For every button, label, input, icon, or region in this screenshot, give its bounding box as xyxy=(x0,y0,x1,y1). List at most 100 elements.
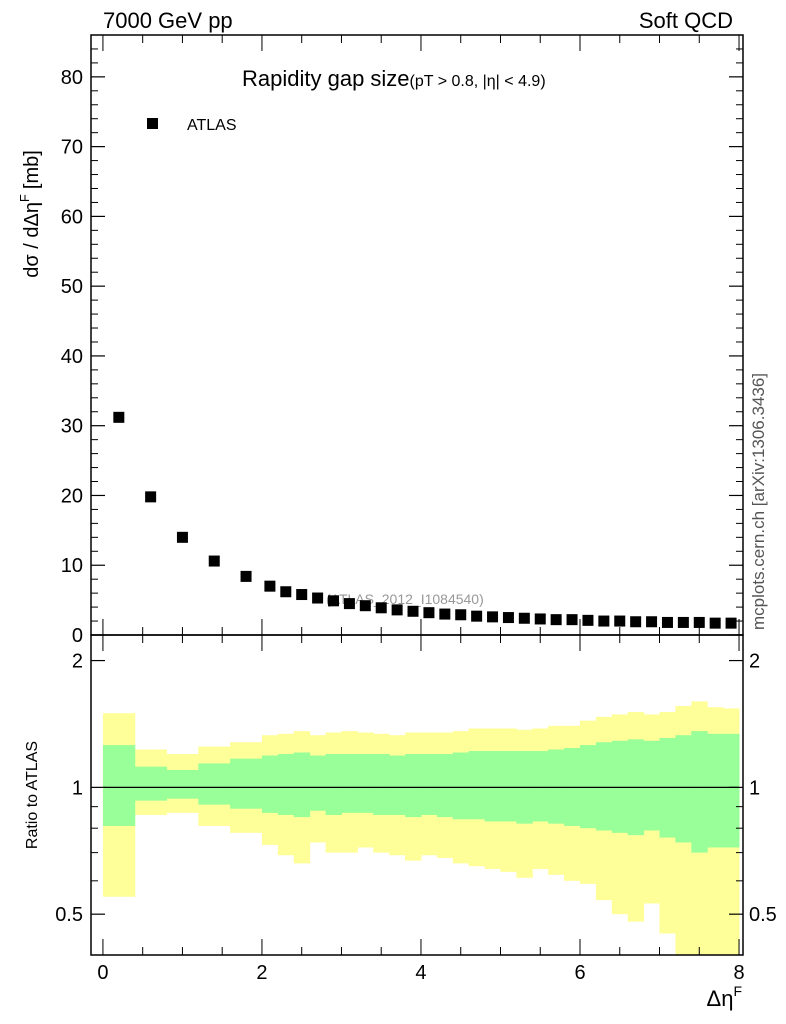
ratio-inner-band xyxy=(420,754,438,815)
main-y-tick-label: 40 xyxy=(61,346,83,368)
ratio-y-tick-label: 1 xyxy=(72,777,83,799)
ratio-inner-band xyxy=(230,758,263,809)
ratio-inner-band xyxy=(468,750,486,820)
ratio-inner-band xyxy=(261,755,279,813)
atlas-data-point xyxy=(471,610,483,622)
atlas-data-point xyxy=(677,616,689,628)
atlas-data-point xyxy=(423,607,435,619)
atlas-data-point xyxy=(630,616,642,628)
legend-marker xyxy=(147,118,158,129)
atlas-data-point xyxy=(240,570,252,582)
main-y-axis-label: dσ / dΔηF [mb] xyxy=(17,150,43,278)
ratio-inner-band xyxy=(643,740,661,831)
x-axis-label: ΔηF xyxy=(707,983,743,1011)
atlas-data-series xyxy=(113,411,737,629)
ratio-inner-band xyxy=(548,749,565,824)
atlas-data-point xyxy=(487,611,499,623)
x-tick-label: 4 xyxy=(415,962,426,984)
x-tick-label: 0 xyxy=(97,962,108,984)
ratio-inner-band xyxy=(357,754,374,813)
ratio-y-tick-label: 0.5 xyxy=(55,904,83,926)
x-tick-label: 8 xyxy=(733,962,744,984)
ratio-inner-band xyxy=(309,755,327,811)
plot-title-cuts: (pT > 0.8, |η| < 4.9) xyxy=(410,73,546,90)
ratio-uncertainty-bands xyxy=(102,701,740,955)
atlas-data-point xyxy=(566,614,578,626)
main-y-axis-label-text: dσ / dΔη xyxy=(21,202,43,278)
ratio-y-tick-label-right: 2 xyxy=(749,651,760,673)
atlas-data-point xyxy=(646,616,658,628)
x-axis-label-sup: F xyxy=(733,983,742,999)
main-y-tick-label: 30 xyxy=(61,416,83,438)
main-y-tick-label: 10 xyxy=(61,555,83,577)
atlas-data-point xyxy=(709,617,721,629)
ratio-inner-band xyxy=(691,731,708,853)
category-label: Soft QCD xyxy=(639,8,733,33)
ratio-inner-band xyxy=(102,745,136,826)
main-y-tick-label: 0 xyxy=(72,625,83,647)
atlas-data-point xyxy=(328,595,340,607)
main-y-tick-label: 70 xyxy=(61,137,83,159)
atlas-data-point xyxy=(296,589,308,601)
atlas-data-point xyxy=(176,531,188,543)
ratio-inner-band xyxy=(293,752,311,818)
ratio-inner-band xyxy=(405,754,422,818)
atlas-data-point xyxy=(439,608,451,620)
ratio-inner-band xyxy=(675,735,692,843)
ratio-inner-band xyxy=(707,733,724,848)
ratio-inner-band xyxy=(723,733,740,848)
atlas-data-point xyxy=(391,604,403,616)
ratio-y-tick-label-right: 1 xyxy=(749,777,760,799)
atlas-data-point xyxy=(614,615,626,627)
plot-title: Rapidity gap size(pT > 0.8, |η| < 4.9) xyxy=(242,66,546,91)
ratio-inner-band xyxy=(373,754,390,815)
main-y-tick-label: 60 xyxy=(61,206,83,228)
main-y-axis-label-sup: F xyxy=(17,194,32,202)
ratio-inner-band xyxy=(134,766,168,801)
ratio-x-axis: 0 2 4 6 8 xyxy=(97,635,745,984)
atlas-data-point xyxy=(693,616,705,628)
atlas-data-point xyxy=(661,616,673,628)
energy-label: 7000 GeV pp xyxy=(103,8,233,33)
atlas-data-point xyxy=(113,411,125,423)
ratio-inner-band xyxy=(325,754,342,815)
main-panel: 0 10 20 30 40 50 60 70 80 Rapidity gap size(pT >… xyxy=(17,34,744,647)
ratio-inner-band xyxy=(436,754,454,818)
ratio-inner-band xyxy=(452,752,470,820)
x-tick-label: 2 xyxy=(256,962,267,984)
ratio-y-tick-label-right: 0.5 xyxy=(749,904,777,926)
ratio-inner-band xyxy=(389,755,406,815)
atlas-data-point xyxy=(343,598,355,610)
main-y-axis: 0 10 20 30 40 50 60 70 80 xyxy=(61,34,743,647)
ratio-inner-band xyxy=(595,742,613,831)
atlas-data-point xyxy=(375,602,387,614)
ratio-inner-band xyxy=(341,754,358,813)
legend-label: ATLAS xyxy=(187,117,237,134)
atlas-data-point xyxy=(145,491,157,503)
ratio-y-tick-label: 2 xyxy=(72,651,83,673)
ratio-inner-band xyxy=(532,750,549,822)
atlas-data-point xyxy=(280,586,292,598)
atlas-data-point xyxy=(534,613,546,625)
atlas-data-point xyxy=(582,614,594,626)
main-x-axis-ticks xyxy=(102,35,740,635)
x-tick-label: 6 xyxy=(574,962,585,984)
plot-title-main: Rapidity gap size xyxy=(242,66,410,91)
ratio-y-axis: 0.5 0.5 1 1 2 2 xyxy=(55,651,777,927)
ratio-panel: 0.5 0.5 1 1 2 2 0 2 4 6 8 Ratio to ATLAS ΔηF xyxy=(24,634,777,1011)
atlas-data-point xyxy=(264,580,276,592)
ratio-y-axis-label: Ratio to ATLAS xyxy=(24,741,41,849)
source-label: mcplots.cern.ch [arXiv:1306.3436] xyxy=(749,373,768,630)
atlas-data-point xyxy=(312,592,324,604)
ratio-inner-band xyxy=(198,763,231,805)
atlas-data-point xyxy=(725,617,737,629)
main-y-axis-label-unit: [mb] xyxy=(21,150,43,189)
atlas-data-point xyxy=(208,555,220,567)
main-y-tick-label: 50 xyxy=(61,276,83,298)
ratio-inner-band xyxy=(277,754,295,815)
main-y-tick-label: 80 xyxy=(61,67,83,89)
atlas-data-point xyxy=(407,605,419,617)
main-y-tick-label: 20 xyxy=(61,485,83,507)
ratio-inner-band xyxy=(580,745,597,829)
